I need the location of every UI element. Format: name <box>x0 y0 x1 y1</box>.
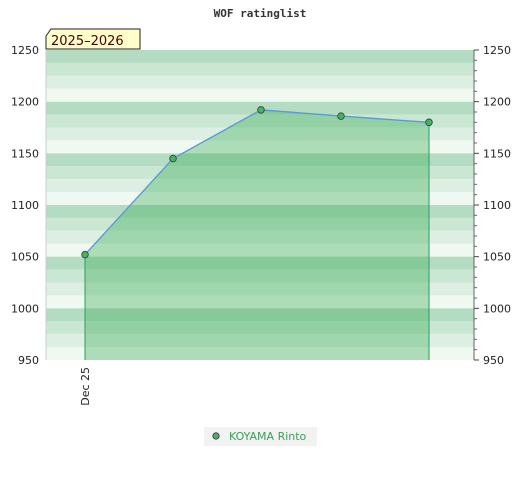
legend-label: KOYAMA Rinto <box>229 430 307 443</box>
season-badge-box <box>45 28 141 50</box>
y-tick-label-right: 1250 <box>483 44 511 57</box>
y-tick-label-left: 1200 <box>11 96 39 109</box>
data-points <box>81 106 433 259</box>
grid-band <box>46 295 474 309</box>
legend-marker <box>212 432 220 440</box>
y-tick-label-left: 1250 <box>11 44 39 57</box>
y-tick-label-right: 1000 <box>483 302 511 315</box>
data-point <box>169 154 177 163</box>
y-tick-label-right: 1050 <box>483 251 511 264</box>
grid-band <box>46 256 474 270</box>
legend: KOYAMA Rinto <box>204 427 317 446</box>
chart-title: WOF ratinglist <box>214 7 307 20</box>
grid-band <box>46 192 474 205</box>
series-area <box>85 109 429 361</box>
y-tick-label-left: 1000 <box>11 302 39 315</box>
season-label: 2025–2026 <box>51 34 124 49</box>
data-point <box>425 118 433 127</box>
grid-band <box>46 62 474 76</box>
grid-band <box>46 127 474 141</box>
grid-band <box>46 334 474 348</box>
y-tick-label-right: 950 <box>483 354 504 367</box>
grid-band <box>46 50 474 63</box>
grid-band <box>46 282 474 296</box>
grid-band <box>46 230 474 244</box>
y-tick-label-right: 1150 <box>483 147 511 160</box>
y-tick-label-left: 1050 <box>11 251 39 264</box>
y-tick-label-left: 1100 <box>11 199 39 212</box>
x-tick-label: Dec 25 <box>79 367 92 406</box>
grid-band <box>46 179 474 193</box>
season-badge: 2025–2026 <box>45 28 141 50</box>
grid-band <box>46 88 474 102</box>
data-point <box>81 250 89 259</box>
y-tick-label-right: 1200 <box>483 96 511 109</box>
y-axis-right-ticks: 950 1000 1050 1100 1150 1200 1250 <box>474 44 511 367</box>
y-tick-label-left: 1150 <box>11 147 39 160</box>
y-axis-left-ticks: 950 1000 1050 1100 1150 1200 1250 <box>11 44 39 367</box>
legend-box <box>204 427 317 446</box>
background-bands <box>46 50 474 360</box>
x-axis-ticks: Dec 25 <box>79 367 92 406</box>
grid-band <box>46 75 474 89</box>
grid-band <box>46 205 474 218</box>
grid-band <box>46 321 474 335</box>
grid-band <box>46 140 474 154</box>
grid-band <box>46 217 474 231</box>
data-point <box>257 106 265 114</box>
rating-area <box>84 109 430 361</box>
grid-band <box>46 269 474 283</box>
y-tick-label-right: 1100 <box>483 199 511 212</box>
grid-band <box>46 243 474 257</box>
data-point <box>337 112 345 120</box>
grid-band <box>46 347 474 360</box>
grid-band <box>46 308 474 322</box>
y-tick-label-left: 950 <box>18 354 39 367</box>
grid-band <box>46 153 474 167</box>
grid-band <box>46 166 474 180</box>
